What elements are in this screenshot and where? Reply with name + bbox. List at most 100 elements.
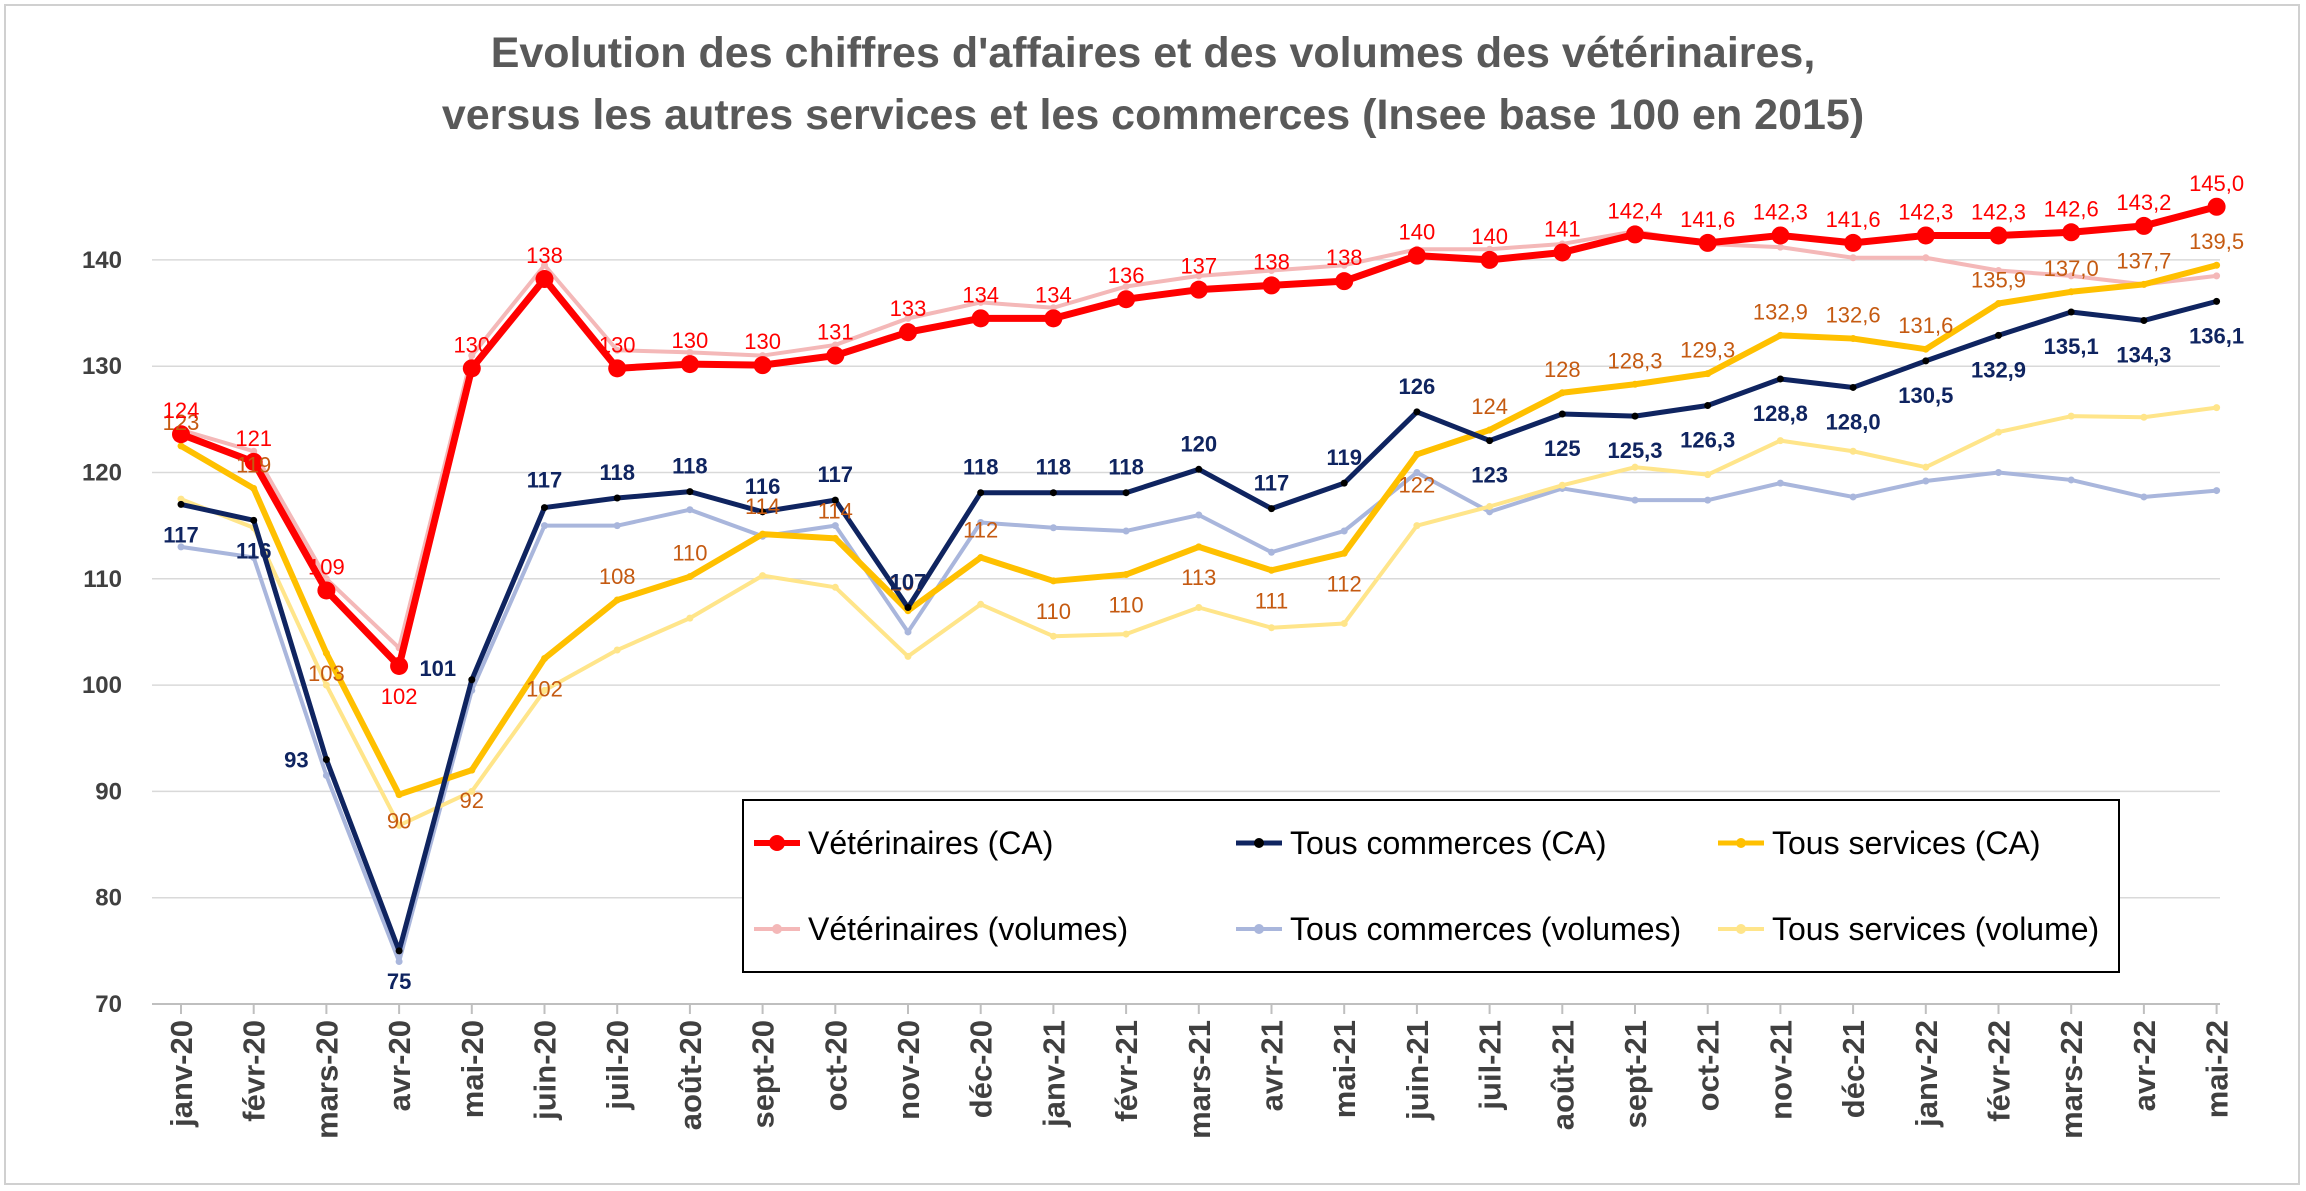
data-point <box>177 495 185 503</box>
data-point <box>2140 493 2148 501</box>
data-point <box>2140 280 2148 288</box>
x-tick-label: oct-21 <box>1691 1020 1726 1111</box>
y-tick-label: 70 <box>95 991 122 1018</box>
data-point <box>1268 505 1275 513</box>
data-label: 102 <box>381 684 418 709</box>
data-point <box>1340 479 1348 487</box>
data-label: 125 <box>1544 436 1581 461</box>
x-tick-label: janv-21 <box>1036 1020 1071 1128</box>
data-label: 142,6 <box>2044 196 2099 221</box>
data-point <box>177 500 185 508</box>
data-label: 143,2 <box>2116 190 2171 215</box>
data-point <box>1558 410 1566 418</box>
data-point <box>395 821 403 829</box>
data-point <box>468 676 476 684</box>
legend-item-tous-services-ca: Tous services (CA) <box>1716 823 2041 863</box>
data-label: 117 <box>527 468 563 493</box>
data-point <box>2213 261 2221 269</box>
data-point <box>1486 426 1494 434</box>
data-point <box>322 649 330 657</box>
data-point <box>468 766 476 774</box>
x-tick-label: nov-20 <box>891 1020 926 1120</box>
data-point <box>317 581 336 600</box>
y-tick-label: 90 <box>95 778 122 805</box>
data-point <box>468 352 476 360</box>
data-point <box>1631 496 1639 504</box>
data-label: 131,6 <box>1898 313 1953 338</box>
legend-line-icon <box>1236 838 1282 848</box>
data-label: 123 <box>163 410 200 435</box>
data-point <box>1268 267 1275 275</box>
data-point <box>1558 481 1566 489</box>
data-point <box>1340 261 1348 269</box>
data-label: 131 <box>817 320 854 345</box>
data-point <box>1268 566 1275 574</box>
data-label: 118 <box>1108 455 1144 480</box>
data-label: 134,3 <box>2116 342 2171 367</box>
data-point <box>904 604 912 612</box>
data-point <box>904 314 912 322</box>
x-tick-label: juil-20 <box>600 1020 635 1111</box>
data-point <box>1776 331 1784 339</box>
data-point <box>2213 272 2221 280</box>
x-tick-label: déc-20 <box>964 1020 999 1118</box>
data-label: 116 <box>236 538 272 563</box>
data-label: 138 <box>1253 249 1290 274</box>
data-point <box>686 348 694 356</box>
data-point <box>1340 549 1348 557</box>
data-label: 90 <box>387 809 411 834</box>
data-label: 138 <box>1326 245 1363 270</box>
data-point <box>1262 276 1281 295</box>
data-point <box>1413 408 1421 416</box>
data-label: 92 <box>460 788 484 813</box>
data-label: 114 <box>818 498 853 523</box>
x-tick-label: mai-22 <box>2200 1020 2235 1118</box>
data-point <box>1413 450 1421 458</box>
x-tick-label: juin-20 <box>528 1020 563 1121</box>
data-label: 107 <box>890 570 927 595</box>
data-point <box>541 504 548 512</box>
data-point <box>1195 604 1203 612</box>
data-label: 140 <box>1399 220 1436 245</box>
data-label: 125,3 <box>1607 438 1662 463</box>
data-label: 129,3 <box>1680 338 1735 363</box>
data-label: 130 <box>744 329 781 354</box>
data-point <box>608 359 627 378</box>
data-label: 112 <box>963 518 998 543</box>
data-point <box>1486 508 1494 516</box>
data-point <box>1195 543 1203 551</box>
data-point <box>759 572 767 580</box>
data-label: 103 <box>308 661 345 686</box>
data-point <box>1849 383 1857 391</box>
data-label: 118 <box>672 454 708 479</box>
data-point <box>250 554 258 562</box>
data-label: 121 <box>235 426 272 451</box>
data-point <box>1922 477 1930 485</box>
data-point <box>977 489 985 497</box>
data-label: 135,9 <box>1971 267 2026 292</box>
data-point <box>1844 233 1863 252</box>
data-point <box>2067 272 2075 280</box>
data-point <box>2207 197 2226 216</box>
data-point <box>1268 624 1275 632</box>
data-point <box>541 522 548 530</box>
data-point <box>977 600 985 608</box>
data-point <box>1771 226 1790 245</box>
data-point <box>2067 412 2075 420</box>
data-label: 110 <box>1036 599 1071 624</box>
data-point <box>1195 272 1203 280</box>
data-point <box>1553 243 1572 262</box>
data-point <box>613 522 621 530</box>
data-point <box>2213 404 2221 412</box>
data-point <box>535 270 554 289</box>
data-point <box>1049 577 1057 585</box>
series-5 <box>172 197 2226 675</box>
data-label: 113 <box>1181 565 1216 590</box>
x-tick-label: mars-20 <box>309 1020 344 1139</box>
legend-line-icon <box>1236 924 1282 934</box>
data-point <box>1916 226 1935 245</box>
legend: Vétérinaires (CA) Tous commerces (CA) To… <box>742 799 2120 973</box>
data-point <box>322 756 330 764</box>
data-point <box>1995 331 2002 339</box>
data-label: 145,0 <box>2189 171 2244 196</box>
